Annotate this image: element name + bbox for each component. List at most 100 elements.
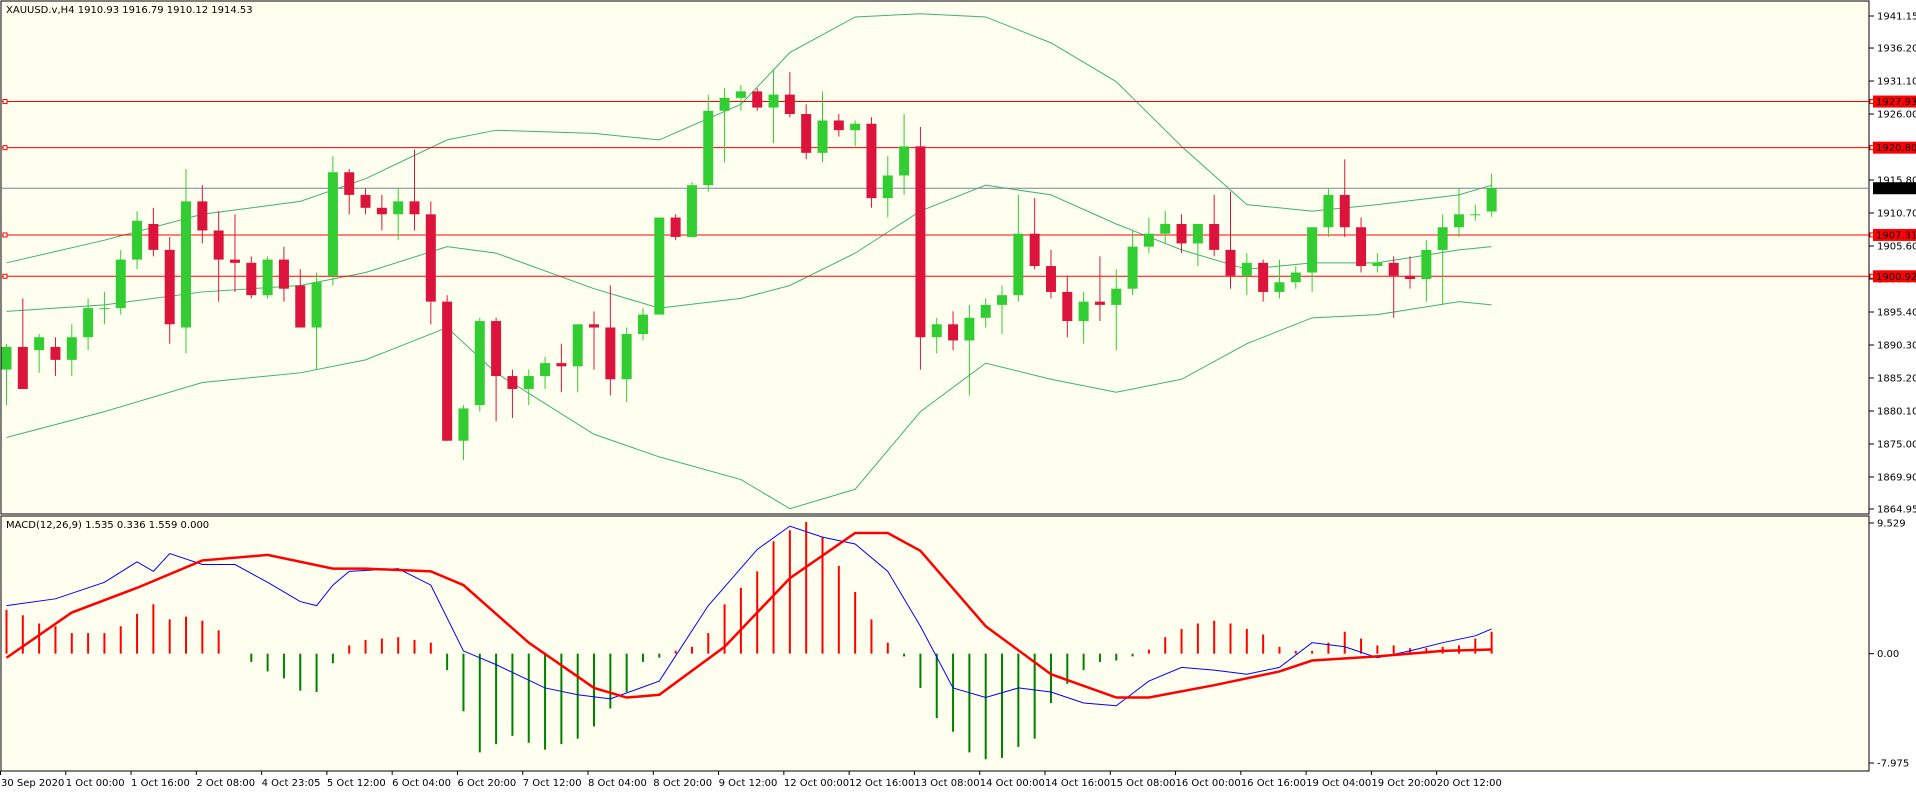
candle-body[interactable] (1421, 249, 1432, 279)
candle-body[interactable] (899, 146, 910, 176)
candle-body[interactable] (425, 214, 436, 302)
candle-body[interactable] (442, 301, 453, 441)
candle-body[interactable] (1307, 227, 1318, 273)
macd-panel[interactable] (0, 515, 1870, 772)
candle-body[interactable] (637, 314, 648, 334)
candle-body[interactable] (1062, 291, 1073, 322)
candle-body[interactable] (801, 114, 812, 153)
candle-body[interactable] (1225, 249, 1236, 276)
candle-body[interactable] (181, 201, 192, 328)
candle-body[interactable] (1094, 301, 1105, 305)
candle-body[interactable] (164, 249, 175, 325)
candle-body[interactable] (1078, 301, 1089, 322)
level-handle[interactable] (2, 145, 8, 151)
candle-body[interactable] (1453, 214, 1464, 228)
candle-body[interactable] (1029, 233, 1040, 267)
candle-body[interactable] (540, 363, 551, 377)
candle-body[interactable] (262, 259, 273, 296)
candle-body[interactable] (148, 224, 159, 250)
candle-body[interactable] (654, 217, 665, 315)
candle-body[interactable] (295, 285, 306, 328)
candle-body[interactable] (507, 376, 518, 389)
candle-body[interactable] (1111, 288, 1122, 305)
candle-body[interactable] (997, 295, 1008, 305)
candle-body[interactable] (850, 123, 861, 131)
candle-body[interactable] (229, 259, 240, 263)
candle-body[interactable] (1176, 224, 1187, 244)
level-handle[interactable] (2, 273, 8, 279)
candle-body[interactable] (1323, 194, 1334, 228)
candle-body[interactable] (474, 321, 485, 406)
candle-body[interactable] (784, 94, 795, 115)
candle-body[interactable] (719, 97, 730, 111)
candle-body[interactable] (83, 308, 94, 338)
candle-body[interactable] (246, 262, 257, 296)
candle-body[interactable] (99, 308, 110, 310)
candle-body[interactable] (523, 376, 534, 389)
candle-body[interactable] (17, 346, 28, 389)
candle-body[interactable] (1470, 214, 1481, 216)
main-chart-panel[interactable] (0, 0, 1870, 515)
candle-body[interactable] (1437, 227, 1448, 250)
candle-body[interactable] (948, 324, 959, 341)
candle-body[interactable] (1486, 188, 1497, 212)
candle-body[interactable] (197, 201, 208, 231)
candle-body[interactable] (344, 172, 355, 195)
candle-body[interactable] (1372, 262, 1383, 267)
candle-body[interactable] (1160, 224, 1171, 234)
candle-body[interactable] (327, 172, 338, 276)
candle-body[interactable] (278, 259, 289, 289)
candle-body[interactable] (1339, 194, 1350, 228)
candle-body[interactable] (1013, 233, 1024, 296)
candle-body[interactable] (311, 282, 322, 328)
level-handle[interactable] (2, 232, 8, 238)
candle-body[interactable] (964, 317, 975, 341)
candle-body[interactable] (50, 346, 61, 360)
candle-body[interactable] (866, 123, 877, 199)
candle-body[interactable] (66, 337, 77, 360)
candle-body[interactable] (115, 259, 126, 309)
candle-body[interactable] (735, 91, 746, 98)
candle-body[interactable] (556, 363, 567, 367)
candle-body[interactable] (686, 185, 697, 237)
candle-body[interactable] (980, 304, 991, 318)
candle-body[interactable] (572, 324, 583, 367)
candle-body[interactable] (1209, 224, 1220, 250)
candle-body[interactable] (752, 91, 763, 108)
candle-body[interactable] (621, 333, 632, 380)
candle-body[interactable] (1045, 266, 1056, 292)
candle-body[interactable] (360, 194, 371, 208)
candle-body[interactable] (931, 324, 942, 338)
candle-body[interactable] (1356, 227, 1367, 267)
candle-body[interactable] (1274, 282, 1285, 292)
candle-body[interactable] (458, 408, 469, 441)
candle-body[interactable] (1143, 233, 1154, 247)
candle-body[interactable] (1241, 262, 1252, 276)
candle-body[interactable] (605, 327, 616, 380)
candle-body[interactable] (882, 175, 893, 199)
candle-body[interactable] (1, 346, 12, 370)
candle-body[interactable] (1192, 224, 1203, 244)
candle-body[interactable] (1258, 262, 1269, 292)
candle-body[interactable] (833, 120, 844, 131)
candle-body[interactable] (768, 94, 779, 108)
candle-body[interactable] (409, 201, 420, 215)
candle-body[interactable] (915, 146, 926, 338)
candle-body[interactable] (132, 220, 143, 260)
candle-body[interactable] (491, 321, 502, 377)
candle-body[interactable] (376, 207, 387, 215)
candle-body[interactable] (1405, 275, 1416, 279)
level-handle[interactable] (2, 99, 8, 105)
candle-body[interactable] (34, 337, 45, 351)
candle-body[interactable] (1127, 246, 1138, 289)
candle-body[interactable] (589, 324, 600, 328)
candle-body[interactable] (703, 110, 714, 186)
candle-body[interactable] (670, 217, 681, 237)
candle-body[interactable] (817, 120, 828, 153)
candle-body[interactable] (393, 201, 404, 215)
time-label: 7 Oct 12:00 (523, 778, 582, 789)
candle-body[interactable] (1388, 262, 1399, 276)
candle-body[interactable] (213, 230, 224, 260)
candle-body[interactable] (1290, 272, 1301, 283)
